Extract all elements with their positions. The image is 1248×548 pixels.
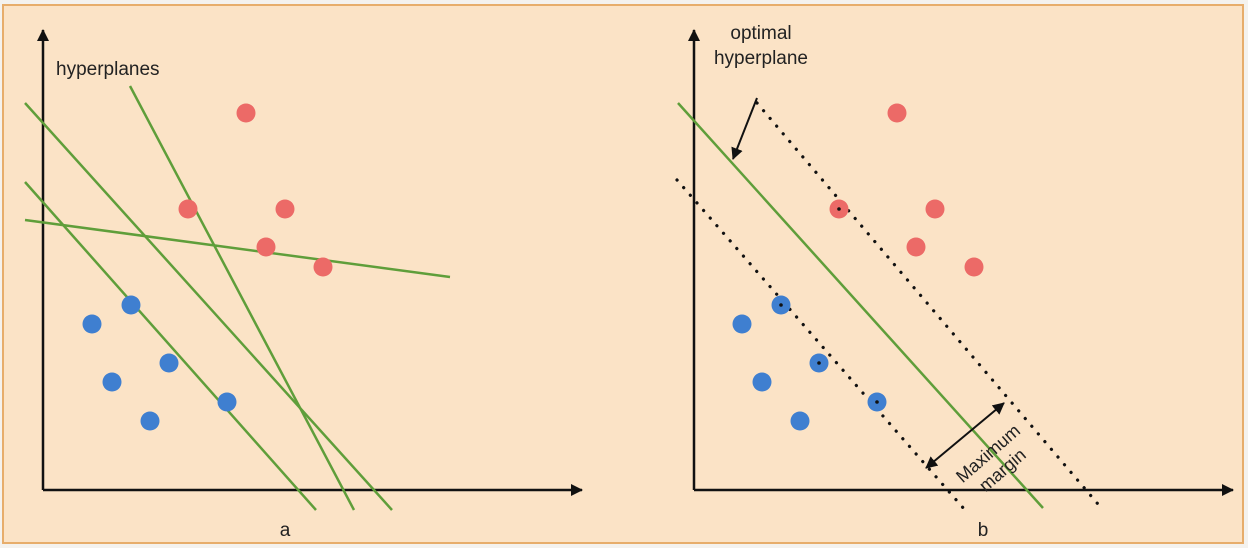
panel-a-red-point [313, 257, 333, 277]
maximum-margin-arrow [925, 402, 1005, 469]
panel-b-blue-point [752, 372, 772, 392]
panel-a-blue-point [140, 411, 160, 431]
panel-a-red-point [178, 199, 198, 219]
panel-b-caption: b [978, 520, 989, 541]
panel-a-hyperplane-1 [24, 218, 451, 279]
panel-a-annotation: hyperplanes [56, 59, 160, 80]
panel-b-margin-boundary-lower [675, 178, 967, 512]
panel-a-blue-point [82, 314, 102, 334]
panel-a-red-point [256, 237, 276, 257]
support-vector-dot [817, 361, 821, 365]
optimal-hyperplane-pointer-arrow [731, 97, 758, 160]
support-vector-dot [779, 303, 783, 307]
support-vector-dot [875, 400, 879, 404]
panel-a-blue-point [102, 372, 122, 392]
panel-b-red-point [925, 199, 945, 219]
panel-a-hyperplane-3 [24, 102, 393, 511]
panel-a-blue-point [121, 295, 141, 315]
panel-b-annotation-line1: optimal [730, 23, 791, 44]
panel-a-red-point [236, 103, 256, 123]
panel-a-red-point [275, 199, 295, 219]
panel-b-red-point [964, 257, 984, 277]
panel-b-annotation-line2: hyperplane [714, 48, 808, 69]
panel-b-margin-boundary-upper [755, 101, 1105, 512]
panel-b-red-point [887, 103, 907, 123]
panel-a: hyperplanes a [24, 29, 583, 541]
figure-background [2, 4, 1244, 544]
panel-a-blue-point [159, 353, 179, 373]
panel-b-blue-point [790, 411, 810, 431]
panel-a-blue-point [217, 392, 237, 412]
panel-a-hyperplane-2 [128, 85, 356, 511]
panel-b-red-point [906, 237, 926, 257]
panel-b-blue-point [732, 314, 752, 334]
support-vector-dot [837, 207, 841, 211]
panel-a-caption: a [280, 520, 291, 541]
panel-a-hyperplane-4 [24, 181, 317, 511]
